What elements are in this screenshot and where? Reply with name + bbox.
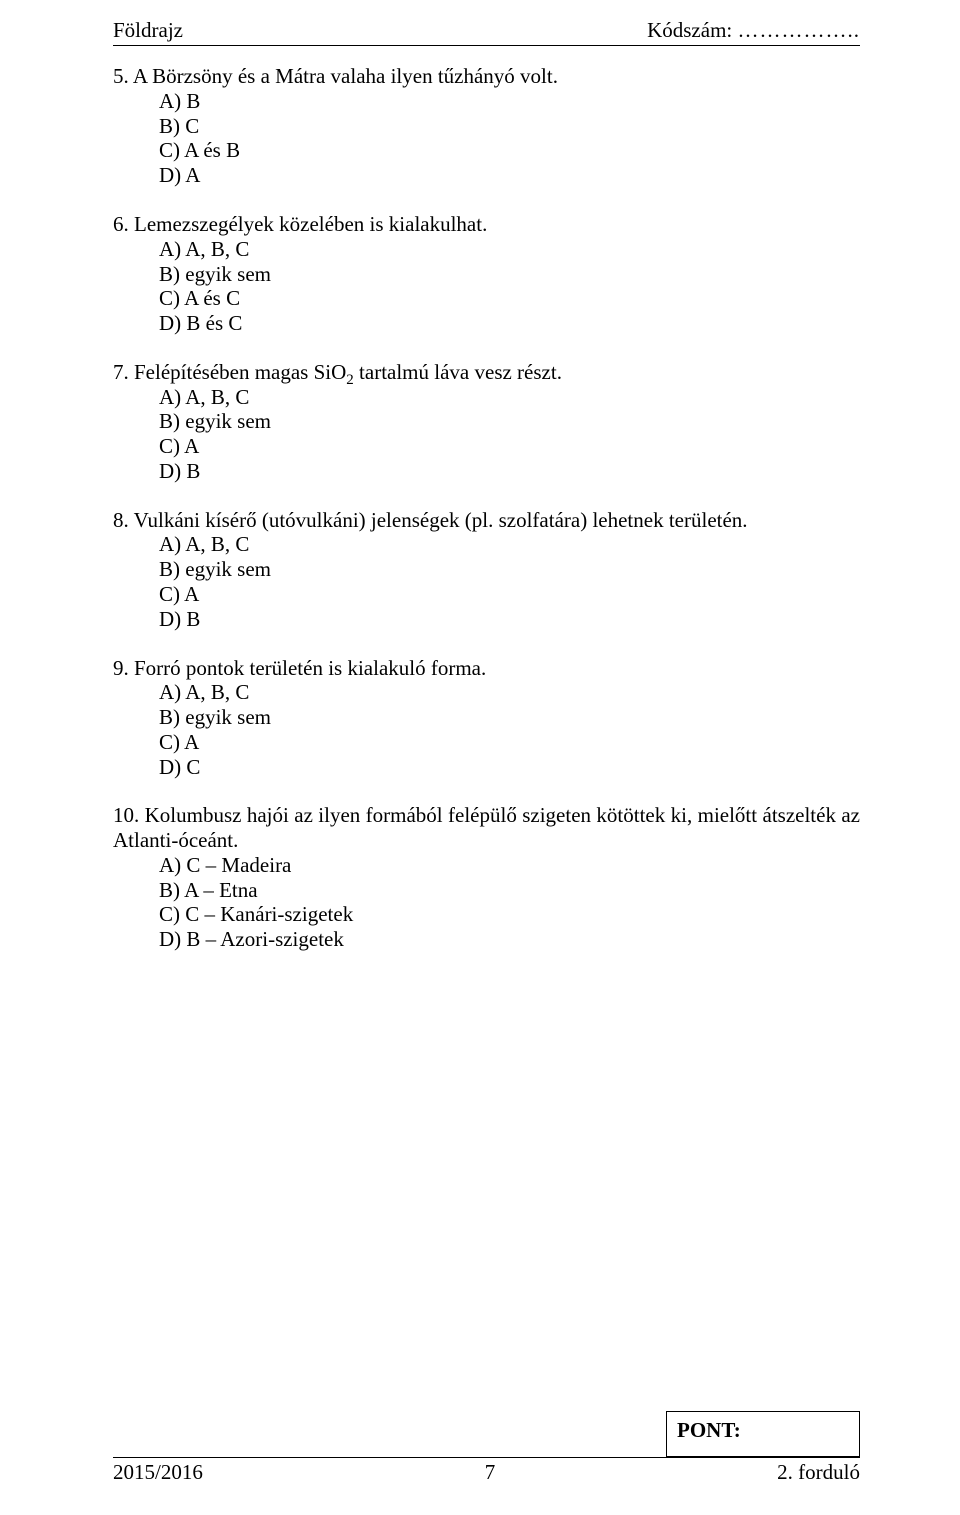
- answer-option: A) A, B, C: [159, 532, 860, 557]
- points-box: PONT:: [666, 1411, 860, 1457]
- question-text: 9. Forró pontok területén is kialakuló f…: [113, 656, 860, 681]
- page-header: Földrajz Kódszám: ……………..: [113, 18, 860, 43]
- answer-option: D) B – Azori-szigetek: [159, 927, 860, 952]
- header-code-dots: ……………..: [738, 18, 861, 42]
- question-text: 7. Felépítésében magas SiO2 tartalmú láv…: [113, 360, 860, 385]
- header-code-label: Kódszám:: [647, 18, 732, 42]
- footer-page-number: 7: [485, 1460, 496, 1485]
- question-block: 7. Felépítésében magas SiO2 tartalmú láv…: [113, 360, 860, 484]
- answer-options: A) A, B, CB) egyik semC) A és CD) B és C: [113, 237, 860, 336]
- answer-option: B) C: [159, 114, 860, 139]
- subscript: 2: [346, 372, 354, 388]
- answer-option: C) C – Kanári-szigetek: [159, 902, 860, 927]
- answer-option: D) B: [159, 607, 860, 632]
- question-block: 5. A Börzsöny és a Mátra valaha ilyen tű…: [113, 64, 860, 188]
- question-text: 6. Lemezszegélyek közelében is kialakulh…: [113, 212, 860, 237]
- answer-option: D) B és C: [159, 311, 860, 336]
- footer-round: 2. forduló: [777, 1460, 860, 1485]
- points-label: PONT:: [677, 1418, 741, 1442]
- page-footer: 2015/2016 7 2. forduló: [113, 1457, 860, 1485]
- answer-options: A) C – MadeiraB) A – EtnaC) C – Kanári-s…: [113, 853, 860, 952]
- answer-option: D) A: [159, 163, 860, 188]
- answer-options: A) A, B, CB) egyik semC) AD) C: [113, 680, 860, 779]
- answer-option: B) egyik sem: [159, 262, 860, 287]
- answer-option: B) egyik sem: [159, 557, 860, 582]
- answer-option: D) C: [159, 755, 860, 780]
- question-text: 8. Vulkáni kísérő (utóvulkáni) jelensége…: [113, 508, 860, 533]
- question-text: 10. Kolumbusz hajói az ilyen formából fe…: [113, 803, 860, 853]
- answer-option: D) B: [159, 459, 860, 484]
- answer-options: A) A, B, CB) egyik semC) AD) B: [113, 532, 860, 631]
- questions-content: 5. A Börzsöny és a Mátra valaha ilyen tű…: [113, 64, 860, 1361]
- answer-option: C) A és B: [159, 138, 860, 163]
- answer-options: A) A, B, CB) egyik semC) AD) B: [113, 385, 860, 484]
- question-block: 8. Vulkáni kísérő (utóvulkáni) jelensége…: [113, 508, 860, 632]
- question-block: 10. Kolumbusz hajói az ilyen formából fe…: [113, 803, 860, 952]
- answer-option: C) A: [159, 730, 860, 755]
- answer-option: A) C – Madeira: [159, 853, 860, 878]
- answer-option: B) A – Etna: [159, 878, 860, 903]
- answer-option: C) A: [159, 582, 860, 607]
- question-text: 5. A Börzsöny és a Mátra valaha ilyen tű…: [113, 64, 860, 89]
- answer-option: B) egyik sem: [159, 409, 860, 434]
- answer-options: A) BB) CC) A és BD) A: [113, 89, 860, 188]
- answer-option: A) B: [159, 89, 860, 114]
- footer-year: 2015/2016: [113, 1460, 203, 1485]
- question-block: 6. Lemezszegélyek közelében is kialakulh…: [113, 212, 860, 336]
- answer-option: A) A, B, C: [159, 237, 860, 262]
- footer-rule: [113, 1457, 860, 1458]
- answer-option: A) A, B, C: [159, 385, 860, 410]
- header-subject: Földrajz: [113, 18, 183, 43]
- header-code: Kódszám: ……………..: [647, 18, 860, 43]
- header-rule: [113, 45, 860, 46]
- answer-option: C) A és C: [159, 286, 860, 311]
- question-block: 9. Forró pontok területén is kialakuló f…: [113, 656, 860, 780]
- answer-option: A) A, B, C: [159, 680, 860, 705]
- answer-option: B) egyik sem: [159, 705, 860, 730]
- answer-option: C) A: [159, 434, 860, 459]
